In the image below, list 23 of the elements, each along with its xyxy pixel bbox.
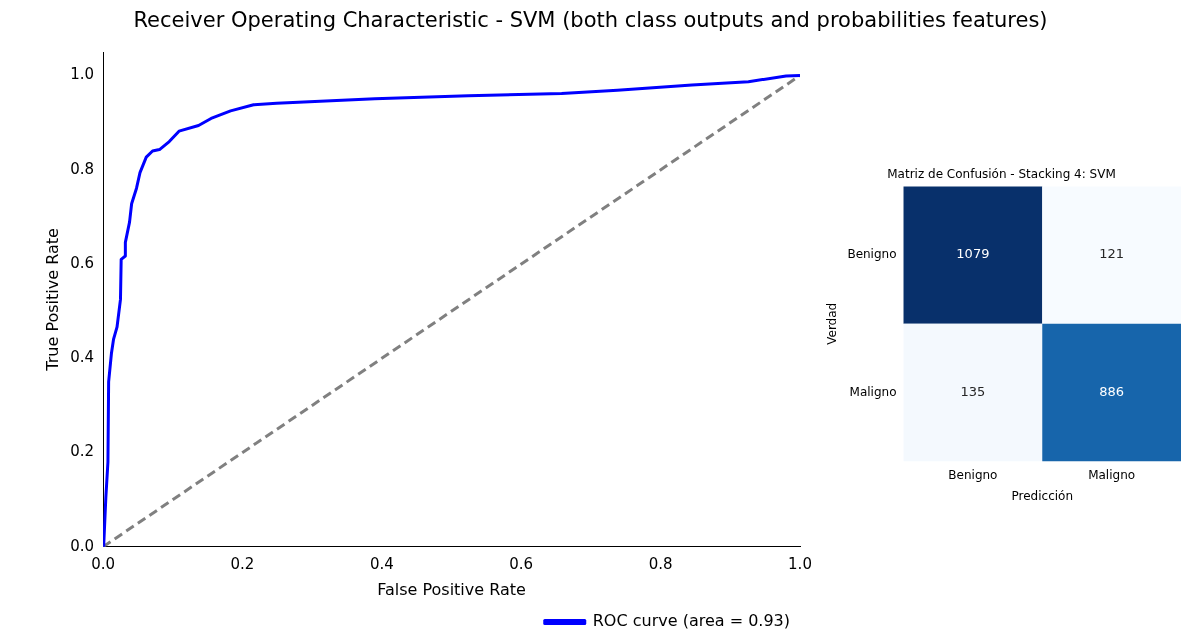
y-tick-label: 0.4	[70, 348, 95, 367]
x-axis-title: False Positive Rate	[377, 579, 526, 599]
data-label: 135	[960, 383, 986, 399]
x-axis-title: Predicción	[1011, 488, 1074, 503]
y-tick-label: 1.0	[70, 65, 95, 84]
x-tick-label: 0.4	[369, 554, 394, 573]
y-axis-title: Verdad	[825, 302, 840, 345]
x-tick-label: 0.6	[509, 554, 534, 573]
y-tick-label: 0.2	[70, 442, 95, 461]
data-label: 1079	[956, 246, 990, 262]
x-tick-label: 0.2	[230, 554, 255, 573]
data-label: 886	[1099, 383, 1125, 399]
y-tick-label: 0.8	[70, 159, 95, 178]
y-tick-label: 0.0	[70, 536, 95, 555]
y-axis-title: True Positive Rate	[42, 228, 62, 372]
legend-label: ROC curve (area = 0.93)	[592, 611, 790, 631]
chart-title: Matriz de Confusión - Stacking 4: SVM	[887, 167, 1116, 182]
x-tick-label: 1.0	[788, 554, 812, 573]
y-tick-label: 0.6	[70, 253, 95, 272]
x-tick-label: 0.8	[648, 554, 673, 573]
data-label: 121	[1099, 246, 1125, 262]
x-tick-label: 0.0	[91, 554, 115, 573]
chart-title: Receiver Operating Characteristic - SVM (both class outputs and probabilities features)	[132, 7, 1049, 34]
